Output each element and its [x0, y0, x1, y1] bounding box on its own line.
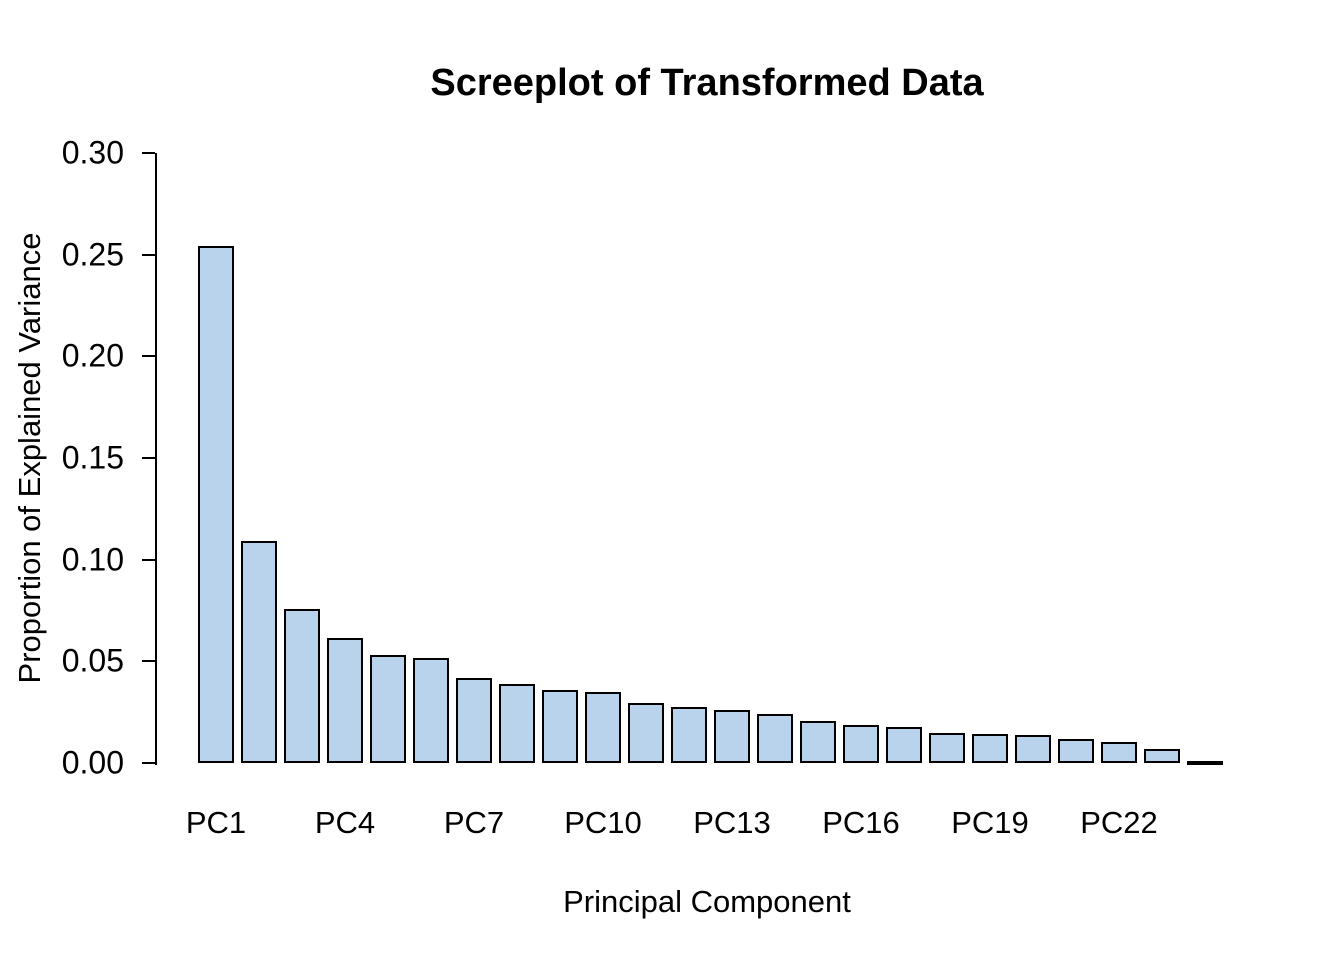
bar-pc24 — [1187, 761, 1223, 765]
y-tick-label: 0.05 — [61, 642, 124, 679]
bar-pc2 — [241, 541, 277, 763]
bar-pc10 — [585, 692, 621, 763]
chart-title: Screeplot of Transformed Data — [430, 62, 984, 104]
y-tick-label: 0.25 — [61, 236, 124, 273]
bar-pc15 — [800, 721, 836, 763]
y-tick — [142, 558, 155, 561]
bar-pc1 — [198, 246, 234, 763]
bar-pc12 — [671, 707, 707, 763]
x-category-label: PC1 — [185, 805, 247, 840]
x-category-label: PC4 — [314, 805, 376, 840]
y-axis-line — [155, 153, 157, 765]
bar-pc22 — [1101, 742, 1137, 763]
bar-pc17 — [886, 727, 922, 763]
bar-pc13 — [714, 710, 750, 763]
y-tick — [142, 253, 155, 256]
y-tick-label: 0.15 — [61, 439, 124, 476]
bar-pc8 — [499, 684, 535, 763]
bar-pc21 — [1058, 739, 1094, 763]
bar-pc18 — [929, 733, 965, 763]
y-tick-label: 0.00 — [61, 744, 124, 781]
y-tick-label: 0.10 — [61, 541, 124, 578]
y-tick — [142, 152, 155, 154]
x-category-label: PC7 — [443, 805, 505, 840]
bar-pc4 — [327, 638, 363, 763]
x-category-label: PC22 — [1080, 805, 1158, 840]
bar-pc19 — [972, 734, 1008, 763]
y-tick — [142, 762, 155, 764]
bar-pc16 — [843, 725, 879, 763]
y-tick-label: 0.20 — [61, 337, 124, 374]
bar-pc9 — [542, 690, 578, 763]
bar-pc23 — [1144, 749, 1180, 763]
x-category-label: PC10 — [564, 805, 642, 840]
y-tick — [142, 457, 155, 459]
bar-pc3 — [284, 609, 320, 763]
x-category-label: PC16 — [822, 805, 900, 840]
y-tick — [142, 355, 155, 358]
bar-pc14 — [757, 714, 793, 763]
bar-pc7 — [456, 678, 492, 763]
bar-pc5 — [370, 655, 406, 763]
x-category-label: PC13 — [693, 805, 771, 840]
y-tick — [142, 660, 155, 663]
y-tick-label: 0.30 — [61, 134, 124, 171]
bar-pc11 — [628, 703, 664, 763]
bar-pc6 — [413, 658, 449, 763]
x-axis-title: Principal Component — [563, 884, 851, 919]
bar-pc20 — [1015, 735, 1051, 763]
x-category-label: PC19 — [951, 805, 1029, 840]
